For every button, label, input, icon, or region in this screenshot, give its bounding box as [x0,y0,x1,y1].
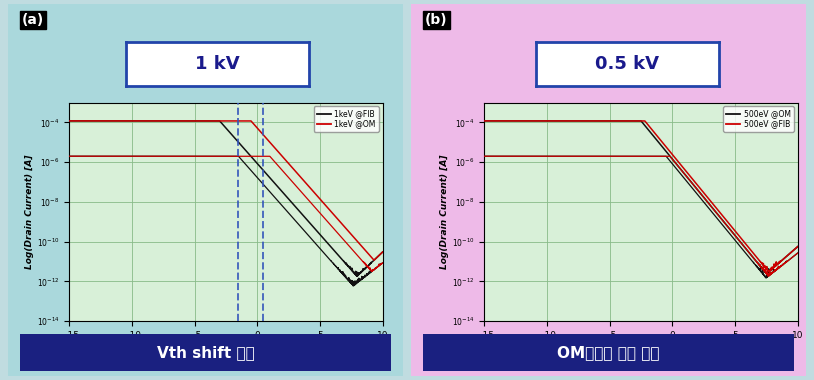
Text: (a): (a) [22,13,44,27]
X-axis label: GATE Voltage [V]: GATE Voltage [V] [179,345,273,356]
Legend: 1keV @FIB, 1keV @OM: 1keV @FIB, 1keV @OM [313,106,379,132]
Text: Vth shift 존재: Vth shift 존재 [156,345,255,360]
Text: OM에서와 같은 결과: OM에서와 같은 결과 [558,345,659,360]
X-axis label: GATE Voltage [V]: GATE Voltage [V] [594,345,688,356]
Y-axis label: Log(Drain Current) [A]: Log(Drain Current) [A] [25,155,34,269]
Y-axis label: Log(Drain Current) [A]: Log(Drain Current) [A] [440,155,449,269]
Text: 1 kV: 1 kV [195,55,240,73]
Legend: 500eV @OM, 500eV @FIB: 500eV @OM, 500eV @FIB [723,106,794,132]
Text: 0.5 kV: 0.5 kV [595,55,659,73]
Text: (b): (b) [425,13,448,27]
